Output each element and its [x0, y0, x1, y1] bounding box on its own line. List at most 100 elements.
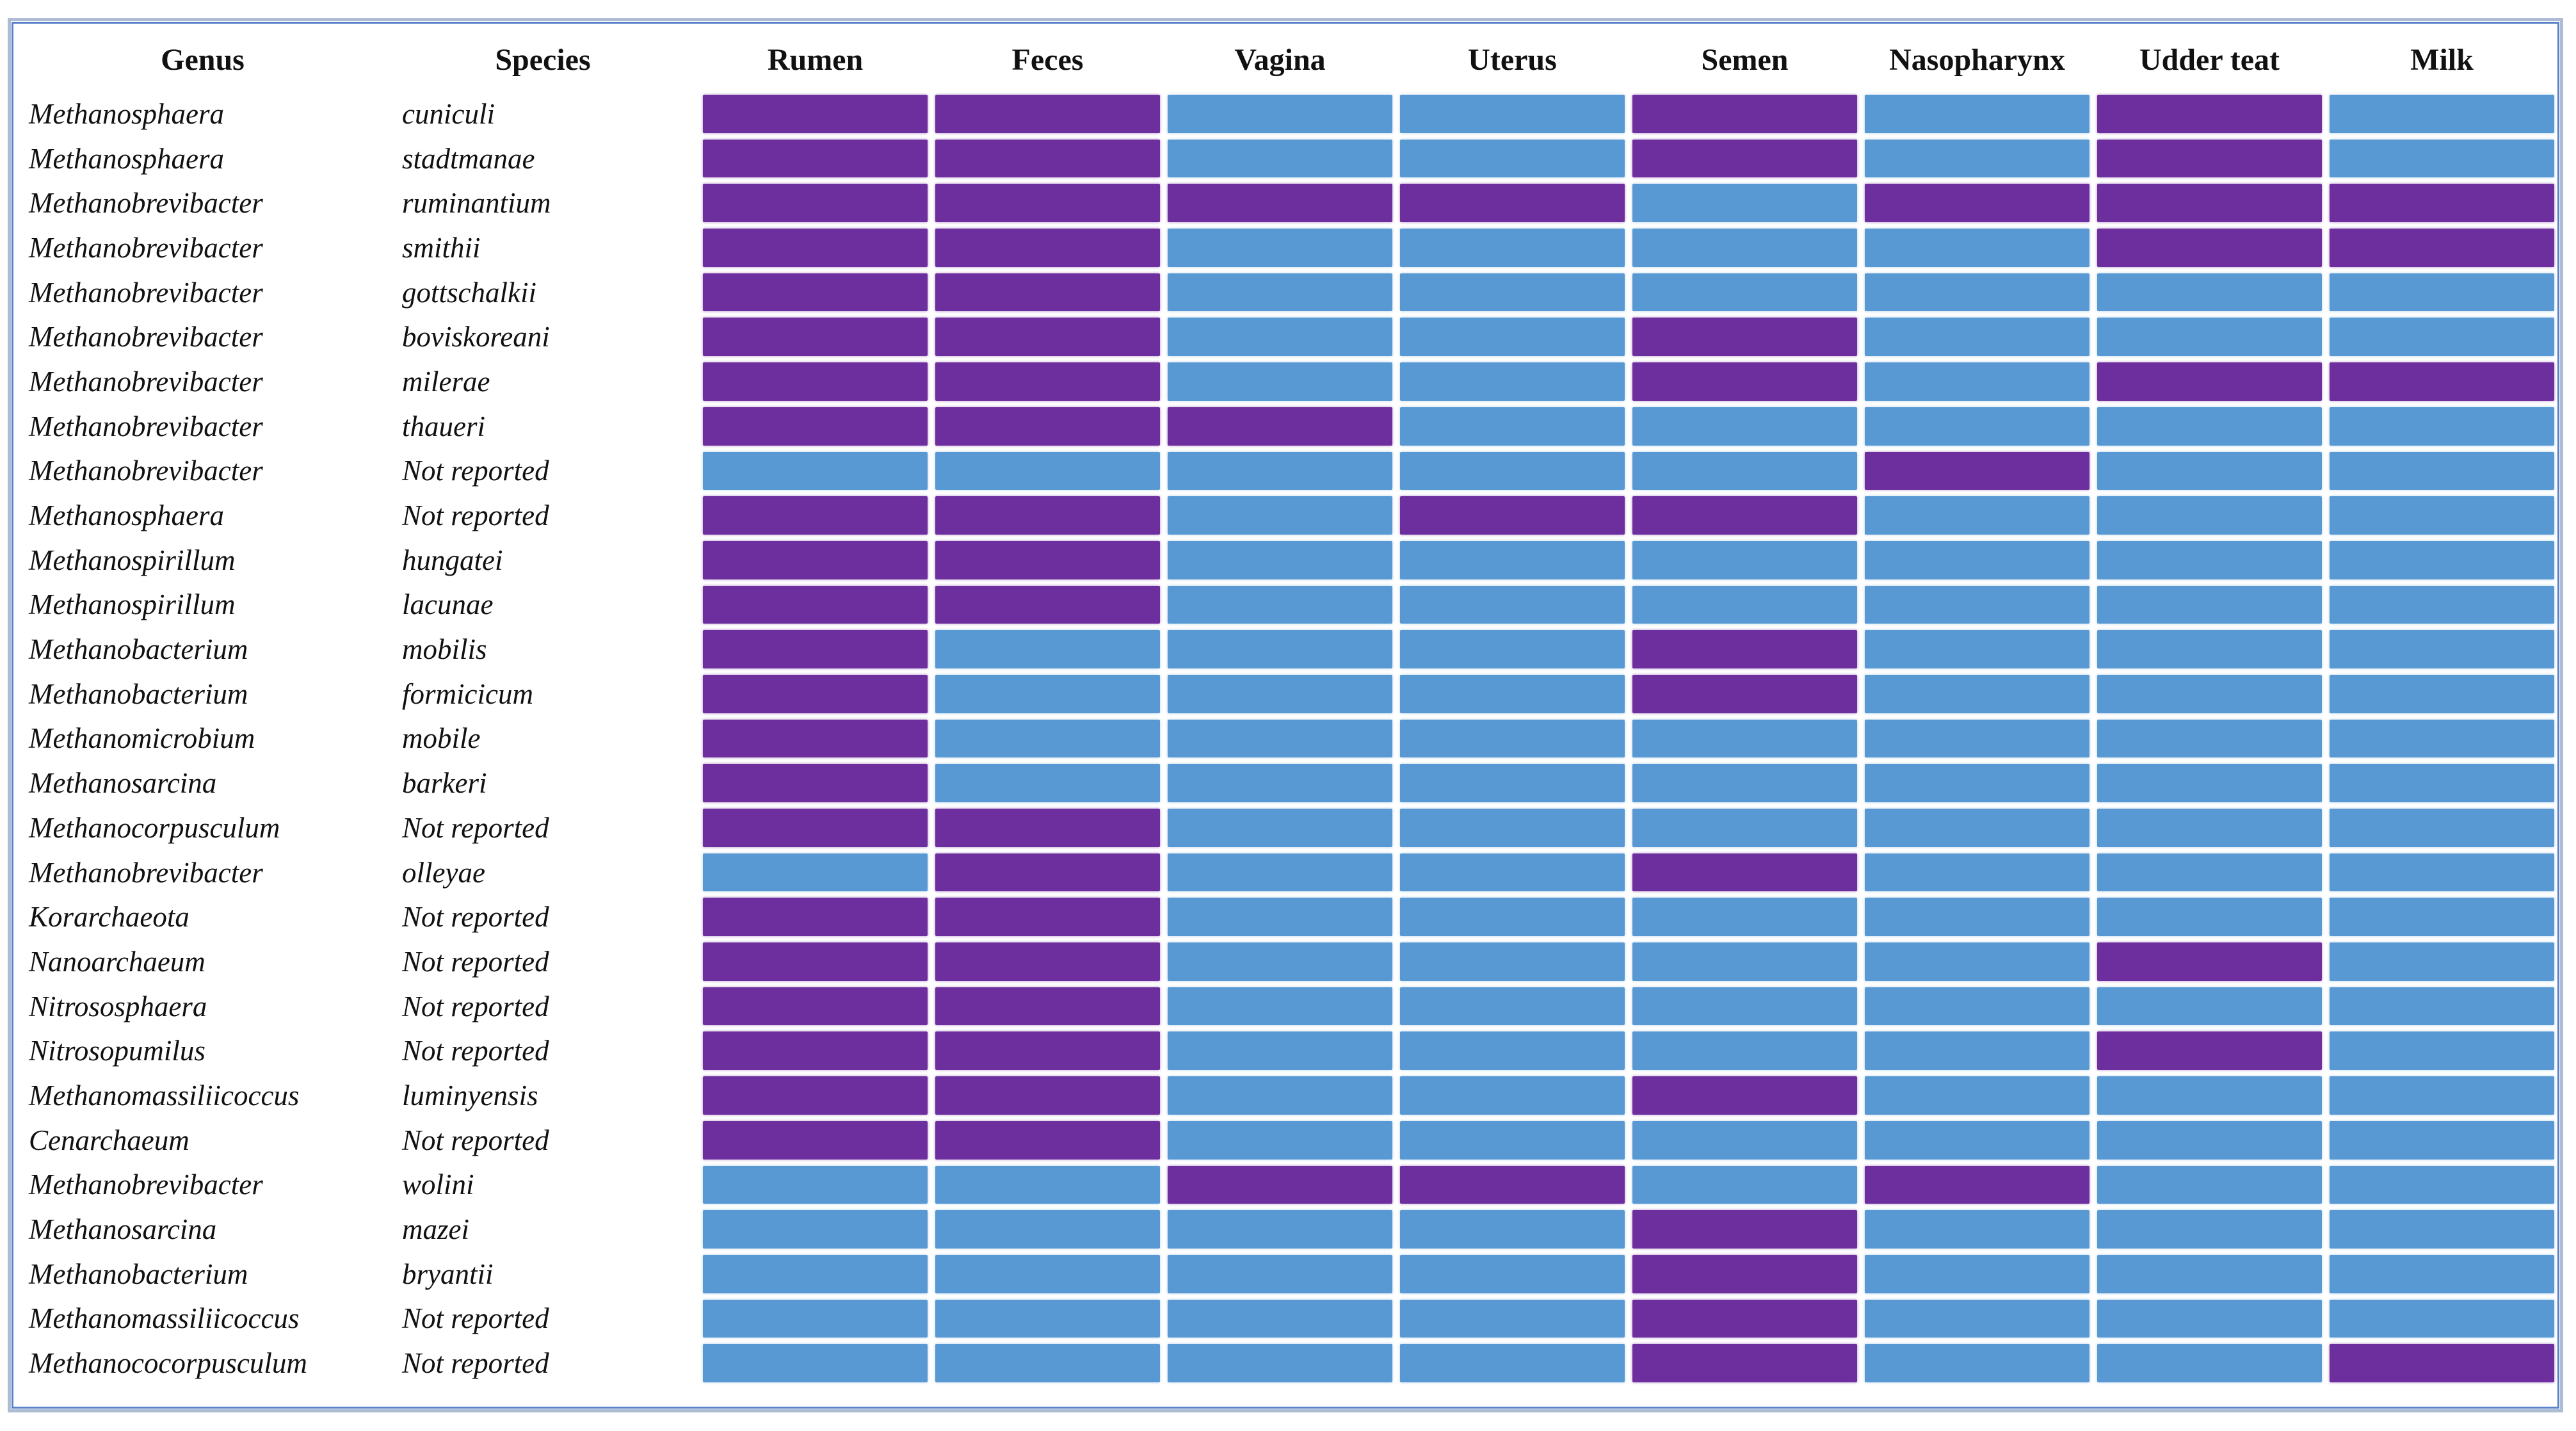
- presence-fill: [1865, 809, 2089, 847]
- presence-fill: [1632, 273, 1857, 312]
- presence-fill: [703, 853, 928, 892]
- presence-cell: [1164, 805, 1396, 850]
- presence-cell: [699, 1118, 931, 1163]
- presence-cell: [1396, 1163, 1629, 1208]
- genus-cell: Methanobacterium: [29, 1257, 248, 1290]
- presence-cell: [931, 538, 1164, 583]
- presence-cell: [1629, 850, 1861, 895]
- presence-cell: [2326, 1073, 2558, 1118]
- presence-cell: [1164, 136, 1396, 181]
- presence-fill: [1168, 318, 1392, 357]
- presence-fill: [1865, 318, 2089, 357]
- presence-fill: [1400, 987, 1625, 1026]
- presence-cell: [1629, 538, 1861, 583]
- presence-cell: [2093, 314, 2326, 359]
- genus-cell: Methanomicrobium: [29, 722, 255, 755]
- presence-cell: [1396, 270, 1629, 315]
- presence-fill: [1168, 719, 1392, 758]
- presence-fill: [2097, 229, 2322, 267]
- presence-cell: [2326, 627, 2558, 672]
- presence-cell: [1164, 627, 1396, 672]
- presence-fill: [1865, 630, 2089, 668]
- presence-cell: [2093, 672, 2326, 716]
- genus-cell: Cenarchaeum: [29, 1124, 189, 1156]
- presence-fill: [1632, 942, 1857, 981]
- species-cell: lacunae: [402, 588, 494, 621]
- presence-fill: [1400, 719, 1625, 758]
- species-cell: thaueri: [402, 410, 485, 442]
- presence-fill: [703, 987, 928, 1026]
- presence-fill: [1632, 1254, 1857, 1293]
- presence-cell: [2326, 939, 2558, 984]
- presence-fill: [1168, 1165, 1392, 1204]
- presence-cell: [1164, 1297, 1396, 1341]
- presence-fill: [935, 451, 1160, 490]
- presence-cell: [1164, 1252, 1396, 1297]
- presence-fill: [1865, 95, 2089, 133]
- presence-cell: [699, 1163, 931, 1208]
- species-cell: cuniculi: [402, 97, 495, 130]
- genus-cell: Methanobrevibacter: [29, 856, 263, 889]
- presence-cell: [2093, 1207, 2326, 1252]
- presence-fill: [2330, 540, 2554, 579]
- presence-fill: [703, 540, 928, 579]
- presence-cell: [1861, 181, 2093, 225]
- presence-cell: [2093, 984, 2326, 1029]
- presence-cell: [2093, 939, 2326, 984]
- presence-cell: [1629, 984, 1861, 1029]
- presence-cell: [1164, 894, 1396, 939]
- presence-cell: [931, 92, 1164, 136]
- presence-fill: [2097, 630, 2322, 668]
- presence-cell: [931, 404, 1164, 449]
- presence-fill: [703, 1210, 928, 1249]
- presence-fill: [1400, 451, 1625, 490]
- presence-fill: [1865, 1299, 2089, 1338]
- presence-fill: [2097, 451, 2322, 490]
- genus-cell: Nanoarchaeum: [29, 945, 205, 978]
- presence-fill: [2097, 496, 2322, 535]
- presence-cell: [931, 225, 1164, 270]
- presence-cell: [1396, 761, 1629, 805]
- presence-cell: [2093, 894, 2326, 939]
- presence-cell: [2326, 761, 2558, 805]
- presence-fill: [703, 139, 928, 178]
- presence-fill: [703, 1165, 928, 1204]
- presence-fill: [1400, 540, 1625, 579]
- presence-cell: [1629, 1073, 1861, 1118]
- presence-fill: [1865, 719, 2089, 758]
- presence-fill: [1632, 496, 1857, 535]
- genus-cell: Methanosarcina: [29, 767, 217, 800]
- presence-cell: [2093, 270, 2326, 315]
- presence-cell: [2093, 1163, 2326, 1208]
- presence-fill: [2097, 184, 2322, 223]
- presence-fill: [1865, 362, 2089, 401]
- presence-cell: [699, 716, 931, 761]
- column-header-udder-teat: Udder teat: [2139, 42, 2280, 77]
- presence-cell: [1629, 672, 1861, 716]
- presence-cell: [1861, 716, 2093, 761]
- presence-fill: [703, 184, 928, 223]
- presence-cell: [1861, 225, 2093, 270]
- presence-fill: [2330, 451, 2554, 490]
- presence-fill: [1400, 229, 1625, 267]
- presence-cell: [2093, 805, 2326, 850]
- presence-cell: [699, 314, 931, 359]
- presence-fill: [935, 942, 1160, 981]
- species-cell: boviskoreani: [402, 321, 550, 353]
- presence-fill: [2330, 898, 2554, 937]
- presence-fill: [1632, 764, 1857, 802]
- presence-fill: [1168, 1210, 1392, 1249]
- species-cell: Not reported: [402, 901, 549, 934]
- presence-cell: [1396, 404, 1629, 449]
- presence-cell: [1396, 1341, 1629, 1386]
- presence-fill: [935, 184, 1160, 223]
- presence-fill: [2330, 273, 2554, 312]
- presence-cell: [2326, 493, 2558, 538]
- presence-fill: [935, 674, 1160, 713]
- presence-fill: [1865, 942, 2089, 981]
- presence-cell: [1861, 1118, 2093, 1163]
- presence-cell: [2326, 538, 2558, 583]
- presence-cell: [1629, 136, 1861, 181]
- presence-cell: [2326, 359, 2558, 404]
- species-cell: Not reported: [402, 1347, 549, 1380]
